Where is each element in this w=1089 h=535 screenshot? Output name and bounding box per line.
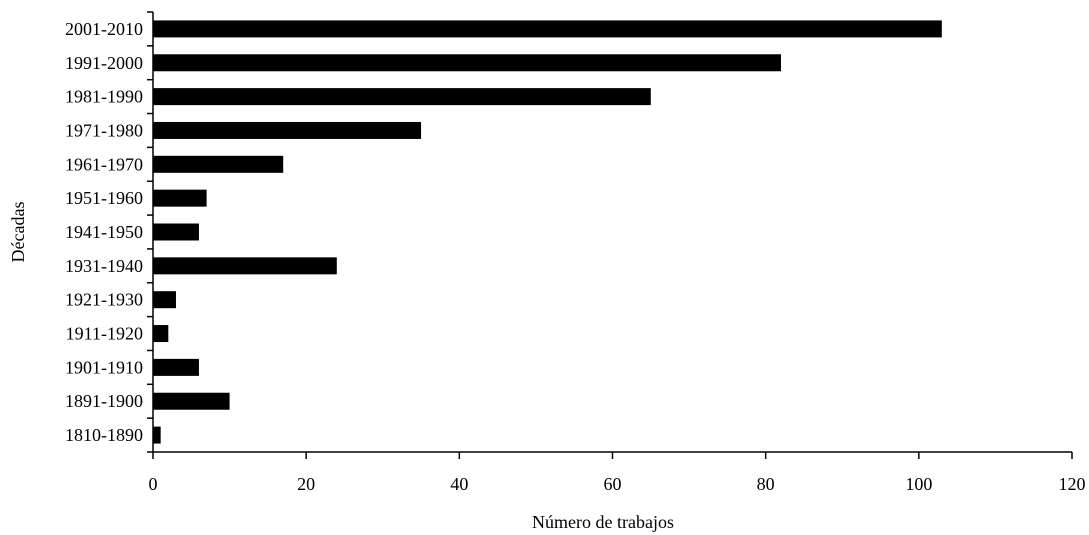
y-axis: 2001-2010 1991-2000 1981-1990 1971-1980 1961… [65, 11, 154, 453]
x-tick-label-100: 100 [905, 474, 932, 494]
y-tick-label-2001-2010: 2001-2010 [65, 19, 143, 39]
y-tick-label-1961-1970: 1961-1970 [65, 154, 143, 174]
bar-1961-1970 [153, 155, 284, 173]
y-tick-label-1981-1990: 1981-1990 [65, 87, 143, 107]
x-tick-label-80: 80 [757, 474, 775, 494]
bar-1941-1950 [153, 223, 199, 241]
bar-1911-1920 [153, 325, 169, 343]
bar-1891-1900 [153, 392, 230, 410]
bar-1901-1910 [153, 358, 199, 376]
y-tick-label-1810-1890: 1810-1890 [65, 425, 143, 445]
bar-2001-2010 [153, 20, 942, 38]
y-tick-label-1901-1910: 1901-1910 [65, 357, 143, 377]
y-tick-label-1991-2000: 1991-2000 [65, 53, 143, 73]
y-tick-label-1971-1980: 1971-1980 [65, 120, 143, 140]
x-tick-label-60: 60 [604, 474, 622, 494]
bar-1971-1980 [153, 121, 422, 139]
y-tick-label-1951-1960: 1951-1960 [65, 188, 143, 208]
bar-1931-1940 [153, 257, 337, 275]
y-tick-label-1941-1950: 1941-1950 [65, 222, 143, 242]
y-tick-label-1921-1930: 1921-1930 [65, 290, 143, 310]
bar-1951-1960 [153, 189, 207, 207]
y-tick-label-1931-1940: 1931-1940 [65, 256, 143, 276]
x-tick-label-120: 120 [1059, 474, 1086, 494]
x-axis-title: Número de trabajos [532, 512, 674, 532]
x-tick-label-20: 20 [297, 474, 315, 494]
bar-1921-1930 [153, 291, 176, 309]
y-axis-title: Décadas [8, 202, 28, 263]
x-tick-label-0: 0 [149, 474, 158, 494]
bars-group [153, 20, 942, 444]
x-axis: 0 20 40 60 80 100 120 [149, 451, 1086, 494]
bar-1981-1990 [153, 88, 651, 106]
x-tick-label-40: 40 [450, 474, 468, 494]
bar-1991-2000 [153, 54, 781, 72]
y-tick-label-1891-1900: 1891-1900 [65, 391, 143, 411]
y-tick-label-1911-1920: 1911-1920 [66, 324, 143, 344]
bar-1810-1890 [153, 426, 161, 444]
